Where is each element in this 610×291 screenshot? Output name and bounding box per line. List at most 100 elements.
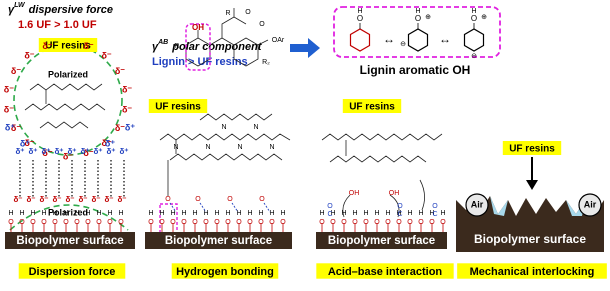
delta-minus: δ⁻ [24,138,34,148]
caption: Dispersion force [29,266,116,278]
atom: O [259,196,265,203]
delta-plus: δ⁺ [28,147,37,156]
atom: O [96,219,102,226]
atom: O [41,219,47,226]
atom: H [440,210,445,217]
delta-minus: δ⁻ [26,195,35,204]
atom: O [118,219,124,226]
delta-minus: δ⁻ [83,41,93,51]
delta-plus: δ⁺ [54,147,63,156]
uf-label-bg [38,38,98,52]
atom: H [319,210,324,217]
delta-minus: δ⁻ [13,195,22,204]
label: dispersive force [29,4,113,16]
atom: H [429,210,434,217]
delta-minus: δ⁻ [4,84,14,94]
resonance-arrow: ↔ [439,32,451,46]
atom: O [148,219,154,226]
gamma: γ [152,41,159,53]
atom: H [148,210,153,217]
atom: O [440,219,446,226]
atom: O [396,219,402,226]
delta-minus: δ⁻ [115,66,125,76]
atom: O [30,219,36,226]
atom: H [181,210,186,217]
delta-plus: δ⁺ [105,138,115,148]
delta-plus: δ⁺ [80,147,89,156]
atom: R [225,10,230,17]
delta-minus: δ⁻ [104,195,113,204]
atom: H [225,210,230,217]
arrow-head [526,180,538,190]
superscript: LW [14,2,26,9]
charge: ⊕ [425,14,431,21]
atom: O [159,219,165,226]
charge: ⊕ [481,14,487,21]
atom: N [205,144,210,151]
atom: O [192,219,198,226]
label: polar component [171,41,263,53]
atom: H [236,210,241,217]
atom: O [245,9,251,16]
delta-minus: δ⁻ [101,51,111,61]
resonance-arrow: ↔ [383,32,395,46]
uf-label-bg [148,99,208,113]
delta-plus: δ⁺ [41,147,50,156]
atom: N [253,124,258,131]
delta-minus: δ⁻ [101,138,111,148]
h-bond [199,202,207,213]
caption: Acid–base interaction [328,266,443,278]
atom: H [341,210,346,217]
delta-minus: δ⁻ [11,66,21,76]
polarized-label: Polarized [48,207,88,217]
atom: O [280,219,286,226]
delta-plus: δ⁺ [5,122,15,132]
surface-label: Biopolymer surface [165,235,272,247]
air-bubble [578,193,602,217]
delta-plus: δ⁺ [106,147,115,156]
delta-plus: δ⁺ [93,147,102,156]
atom: H [280,210,285,217]
atom: O [352,219,358,226]
atom: O [341,219,347,226]
atom: O [247,219,253,226]
uf-label-bg [502,141,562,155]
delta-minus: δ⁻ [39,195,48,204]
atom: N [237,144,242,151]
atom: H [8,210,13,217]
atom: O [327,203,333,210]
resonance-box [333,6,501,58]
atom: O [195,196,201,203]
atom: O [52,219,58,226]
atom: O [269,219,275,226]
caption-bg [457,263,607,279]
atom: H [192,210,197,217]
ring [407,28,429,52]
delta-plus: δ⁺ [125,122,135,132]
atom: O [63,219,69,226]
atom: H [407,210,412,217]
surface-label: Biopolymer surface [16,235,123,247]
atom: R₂ [262,59,270,66]
surface [316,232,447,249]
atom: H [118,210,123,217]
air-label: Air [584,199,597,209]
atom: H [159,210,164,217]
atom: O [74,219,80,226]
atom: H [363,210,368,217]
atom: O [357,14,363,23]
polarized-region [13,44,123,156]
atom: O [107,219,113,226]
delta-minus: δ⁻ [78,195,87,204]
superscript: AB [157,39,168,46]
uf-label: UF resins [509,144,555,155]
atom: O [258,219,264,226]
atom: OAr [272,37,285,44]
delta-minus: δ⁻ [63,151,73,161]
atom: O [432,203,438,210]
atom: O [170,219,176,226]
atom: H [63,210,68,217]
atom: N [221,124,226,131]
ring [463,28,485,52]
atom: H [41,210,46,217]
